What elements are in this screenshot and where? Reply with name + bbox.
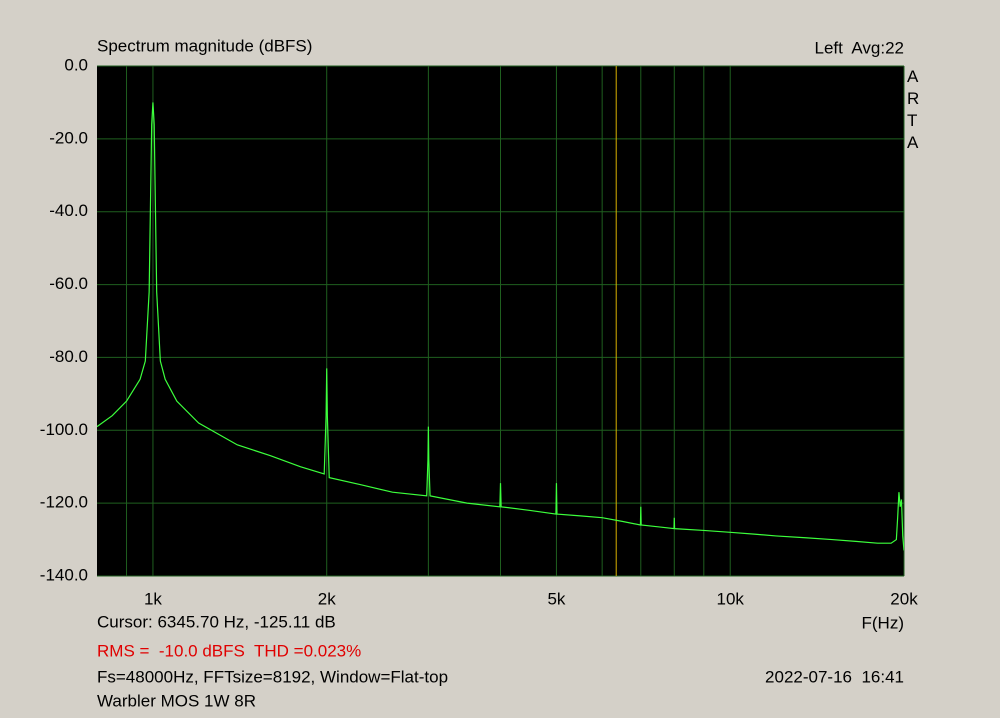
settings: Fs=48000Hz, FFTsize=8192, Window=Flat-to…	[97, 667, 448, 686]
y-tick-label: 0.0	[64, 55, 88, 74]
side-label: ARTA	[907, 67, 920, 152]
rms-readout: RMS = -10.0 dBFS THD =0.023%	[97, 641, 361, 660]
x-axis-label: F(Hz)	[862, 613, 904, 632]
x-tick-label: 20k	[890, 589, 918, 608]
device: Warbler MOS 1W 8R	[97, 691, 256, 710]
x-tick-label: 1k	[144, 589, 162, 608]
y-tick-label: -40.0	[49, 201, 88, 220]
y-tick-label: -60.0	[49, 274, 88, 293]
x-tick-label: 10k	[717, 589, 745, 608]
y-tick-label: -120.0	[40, 493, 88, 512]
cursor-readout: Cursor: 6345.70 Hz, -125.11 dB	[97, 612, 336, 631]
timestamp: 2022-07-16 16:41	[765, 667, 904, 686]
chart-title: Spectrum magnitude (dBFS)	[97, 36, 312, 55]
x-tick-label: 2k	[318, 589, 336, 608]
y-tick-label: -20.0	[49, 128, 88, 147]
x-tick-label: 5k	[547, 589, 565, 608]
y-tick-label: -140.0	[40, 565, 88, 584]
plot-area	[97, 65, 905, 577]
channel-label: Left Avg:22	[815, 38, 904, 57]
y-tick-label: -100.0	[40, 420, 88, 439]
y-tick-label: -80.0	[49, 347, 88, 366]
spectrum-line	[97, 102, 904, 551]
